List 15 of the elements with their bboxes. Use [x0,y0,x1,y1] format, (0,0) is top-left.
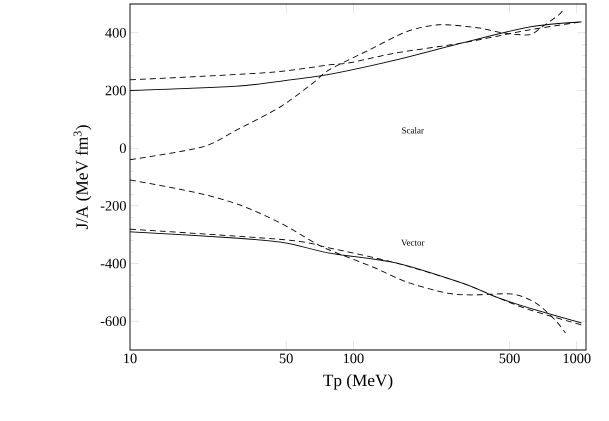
y-tick-label: 0 [120,143,126,154]
x-tick-label: 1000 [564,354,591,364]
y-tick-label: -400 [100,258,126,268]
y-axis-title: J/A (MeV fm$^{3}$) [74,125,92,230]
x-axis-title: Tp (MeV) [323,374,392,390]
y-tick-label: -200 [100,200,126,211]
y-tick-label: 400 [105,28,126,38]
y-tick-label: 200 [106,86,126,96]
annotation: Scalar [402,127,424,134]
x-tick-label: 50 [280,354,293,364]
x-tick-label: 500 [500,354,520,364]
y-tick-label: -600 [100,316,126,326]
x-tick-label: 100 [344,354,364,364]
x-tick-label: 10 [124,354,137,364]
annotation: Vector [401,240,424,246]
